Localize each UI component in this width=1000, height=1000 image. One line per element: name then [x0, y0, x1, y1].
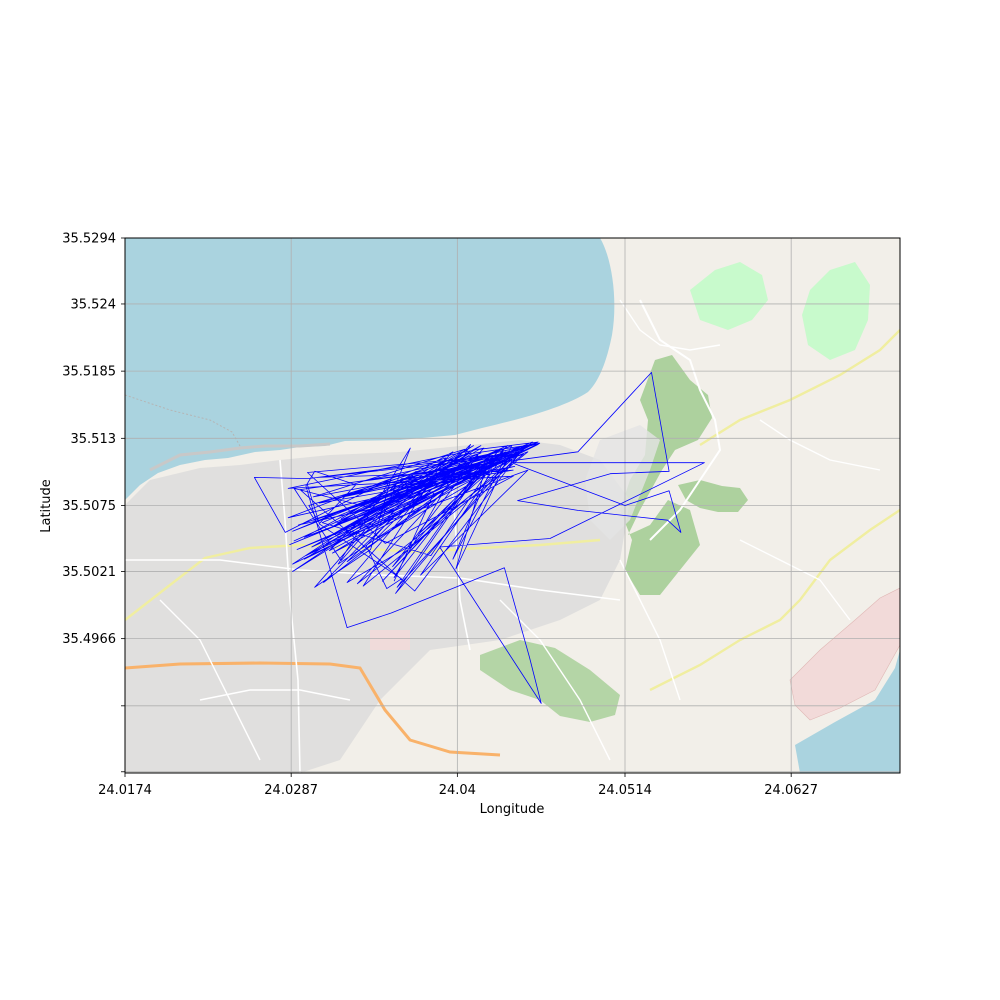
road-secondary-8 — [619, 299, 721, 351]
x-tick-label: 24.04 — [439, 783, 476, 798]
road-secondary-5 — [159, 599, 261, 761]
harbor-breakwater — [125, 394, 241, 447]
x-axis-title: Longitude — [480, 802, 545, 817]
gps-track-line — [253, 371, 705, 704]
hospital-area — [370, 630, 410, 650]
x-tick-label: 24.0514 — [598, 783, 652, 798]
road-secondary-7 — [619, 559, 681, 701]
grid-lines — [125, 238, 900, 773]
y-tick-label: 35.524 — [71, 297, 117, 312]
x-axis: 24.0174 24.0287 24.04 24.0514 24.0627 — [98, 773, 818, 798]
track-layer — [253, 371, 705, 704]
road-orange-west — [125, 661, 501, 757]
y-tick-label: 35.513 — [71, 432, 117, 447]
x-tick-label: 24.0287 — [264, 783, 318, 798]
road-south-east — [649, 509, 900, 692]
y-tick-label: 35.5075 — [62, 499, 116, 514]
industrial-zone — [789, 587, 900, 721]
y-tick-label: 35.5185 — [62, 365, 116, 380]
y-tick-label: 35.5294 — [62, 232, 116, 247]
hill-park-east — [620, 355, 712, 595]
urban-east — [585, 425, 660, 540]
x-tick-label: 24.0174 — [98, 783, 152, 798]
road-secondary-2 — [199, 689, 351, 701]
sea-area — [125, 238, 615, 500]
road-secondary-3 — [279, 459, 301, 773]
road-secondary-9 — [759, 419, 881, 471]
y-axis-title: Latitude — [39, 479, 54, 533]
y-tick-label: 35.4966 — [62, 632, 116, 647]
sea-area-bay — [795, 650, 900, 773]
green-area-north — [690, 262, 768, 330]
road-coastal-east — [699, 329, 900, 447]
uni-campus — [802, 262, 870, 360]
x-tick-label: 24.0627 — [764, 783, 818, 798]
y-tick-label: 35.5021 — [62, 565, 116, 580]
harbor-pier — [149, 442, 331, 472]
road-secondary-10 — [739, 539, 851, 621]
road-secondary-6 — [499, 599, 611, 761]
park-south — [480, 640, 620, 722]
y-axis: 35.5294 35.524 35.5185 35.513 35.5075 35.5021… — [62, 232, 125, 773]
